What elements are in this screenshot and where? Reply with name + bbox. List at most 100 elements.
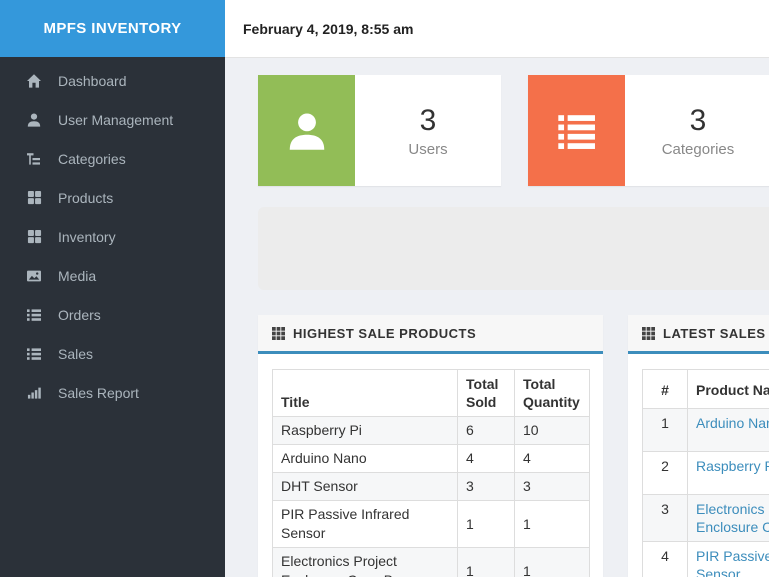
categories-count: 3 (689, 103, 707, 137)
cell-title: Electronics Project Enclosure Case Box (272, 547, 458, 577)
panel-heading: LATEST SALES (628, 315, 769, 354)
column-header-product: Product Name (687, 369, 769, 409)
image-icon (23, 268, 45, 284)
nav-label: Media (58, 267, 97, 284)
sidebar-item-dashboard[interactable]: Dashboard (0, 61, 225, 100)
sidebar-item-inventory[interactable]: Inventory (0, 217, 225, 256)
cell-quantity: 10 (514, 416, 590, 445)
panel-body: Title Total Sold Total Quantity Raspberr… (258, 354, 603, 577)
home-icon (23, 73, 45, 89)
categories-label: Categories (661, 140, 735, 158)
brand-logo[interactable]: MPFS INVENTORY (0, 0, 225, 57)
list-icon (23, 346, 45, 362)
cell-number: 4 (642, 541, 688, 577)
column-header-quantity: Total Quantity (514, 369, 590, 417)
sidebar: MPFS INVENTORY Dashboard User Management… (0, 0, 225, 577)
cell-title: PIR Passive Infrared Sensor (272, 500, 458, 548)
bar-chart-icon (23, 385, 45, 400)
panel-title: HIGHEST SALE PRODUCTS (293, 325, 477, 341)
table-row: PIR Passive Infrared Sensor 1 1 (272, 500, 590, 548)
cell-sold: 1 (457, 547, 515, 577)
topbar: February 4, 2019, 8:55 am (225, 0, 769, 58)
panel-title: LATEST SALES (663, 325, 766, 341)
cell-title: DHT Sensor (272, 472, 458, 501)
cell-title: Raspberry Pi (272, 416, 458, 445)
main-content: 3 Users 3 Categories HIGHEST SALE PRODUC… (225, 58, 769, 577)
highest-sale-products-table: Title Total Sold Total Quantity Raspberr… (272, 369, 590, 577)
column-header-sold: Total Sold (457, 369, 515, 417)
grid-icon (272, 326, 285, 340)
user-icon (258, 75, 355, 186)
cell-sold: 3 (457, 472, 515, 501)
brand-title: MPFS INVENTORY (43, 20, 182, 37)
panels-row: HIGHEST SALE PRODUCTS Title Total Sold T… (258, 315, 769, 577)
cell-quantity: 4 (514, 444, 590, 473)
sidebar-item-media[interactable]: Media (0, 256, 225, 295)
table-row: 4 PIR Passive Infrared Sensor (642, 541, 769, 577)
cell-number: 1 (642, 408, 688, 452)
sidebar-item-sales[interactable]: Sales (0, 334, 225, 373)
cell-product: Electronics Project Enclosure Case Box (687, 494, 769, 542)
cell-quantity: 1 (514, 547, 590, 577)
users-label: Users (408, 140, 448, 158)
stat-card-categories[interactable]: 3 Categories (528, 75, 769, 186)
cell-product: PIR Passive Infrared Sensor (687, 541, 769, 577)
nav-label: User Management (58, 111, 174, 128)
table-row: Arduino Nano 4 4 (272, 444, 590, 473)
nav-label: Inventory (58, 228, 116, 245)
table-row: 3 Electronics Project Enclosure Case Box (642, 494, 769, 542)
cell-number: 2 (642, 451, 688, 495)
nav-label: Categories (58, 150, 126, 167)
table-row: Raspberry Pi 6 10 (272, 416, 590, 445)
table-row: 1 Arduino Nano (642, 408, 769, 452)
cell-number: 3 (642, 494, 688, 542)
grid-icon (23, 190, 45, 205)
column-header-title: Title (272, 369, 458, 417)
empty-banner-panel (258, 207, 769, 290)
nav-label: Sales (58, 345, 94, 362)
stat-card-users[interactable]: 3 Users (258, 75, 501, 186)
table-row: Electronics Project Enclosure Case Box 1… (272, 547, 590, 577)
product-link[interactable]: PIR Passive Infrared Sensor (696, 548, 769, 577)
panel-body: # Product Name 1 Arduino Nano 2 Raspberr… (628, 354, 769, 577)
cell-quantity: 1 (514, 500, 590, 548)
sidebar-nav: Dashboard User Management Categories Pro… (0, 57, 225, 412)
sidebar-item-categories[interactable]: Categories (0, 139, 225, 178)
grid-icon (642, 326, 655, 340)
sidebar-item-sales-report[interactable]: Sales Report (0, 373, 225, 412)
column-header-number: # (642, 369, 688, 409)
list-icon (528, 75, 625, 186)
nav-label: Products (58, 189, 114, 206)
stat-info: 3 Users (355, 75, 501, 186)
nav-label: Orders (58, 306, 101, 323)
latest-sales-table: # Product Name 1 Arduino Nano 2 Raspberr… (642, 369, 769, 577)
nav-label: Sales Report (58, 384, 139, 401)
nav-label: Dashboard (58, 72, 127, 89)
list-icon (23, 307, 45, 323)
users-count: 3 (419, 103, 437, 137)
stat-info: 3 Categories (625, 75, 769, 186)
stat-cards-row: 3 Users 3 Categories (258, 75, 769, 186)
cell-sold: 4 (457, 444, 515, 473)
table-row: DHT Sensor 3 3 (272, 472, 590, 501)
product-link[interactable]: Raspberry Pi (696, 458, 769, 474)
cell-sold: 6 (457, 416, 515, 445)
cell-product: Raspberry Pi (687, 451, 769, 495)
cell-sold: 1 (457, 500, 515, 548)
product-link[interactable]: Arduino Nano (696, 415, 769, 431)
user-icon (23, 112, 45, 128)
cell-product: Arduino Nano (687, 408, 769, 452)
latest-sales-panel: LATEST SALES # Product Name 1 Arduino Na… (628, 315, 769, 577)
cell-quantity: 3 (514, 472, 590, 501)
product-link[interactable]: Electronics Project Enclosure Case Box (696, 501, 769, 535)
tree-icon (23, 151, 45, 167)
panel-heading: HIGHEST SALE PRODUCTS (258, 315, 603, 354)
sidebar-item-products[interactable]: Products (0, 178, 225, 217)
table-row: 2 Raspberry Pi (642, 451, 769, 495)
sidebar-item-orders[interactable]: Orders (0, 295, 225, 334)
cell-title: Arduino Nano (272, 444, 458, 473)
sidebar-item-user-management[interactable]: User Management (0, 100, 225, 139)
current-datetime: February 4, 2019, 8:55 am (243, 20, 414, 37)
grid-icon (23, 229, 45, 244)
highest-sale-products-panel: HIGHEST SALE PRODUCTS Title Total Sold T… (258, 315, 603, 577)
